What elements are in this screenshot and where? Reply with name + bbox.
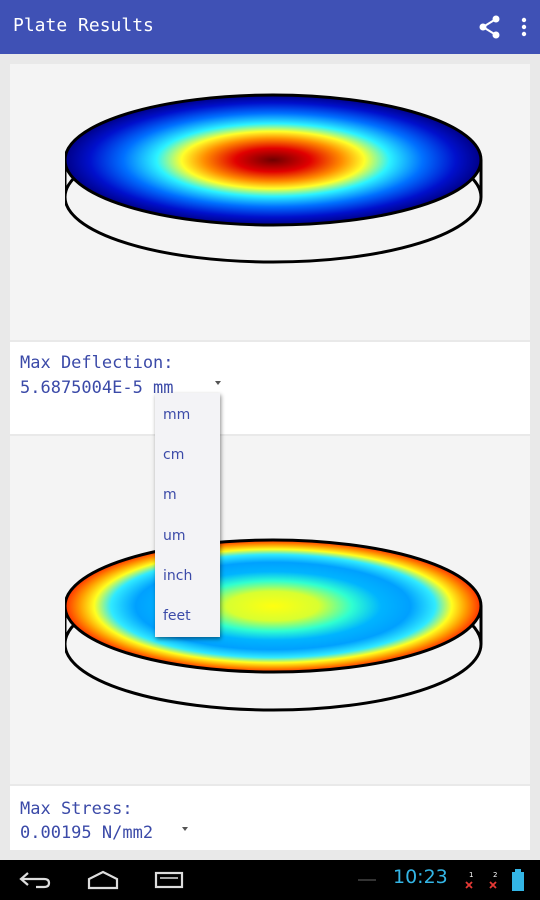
sim-1-no-signal-icon: 1 xyxy=(465,871,473,889)
unit-option-feet[interactable]: feet xyxy=(163,608,191,624)
max-deflection-label: Max Deflection: xyxy=(20,353,174,373)
share-icon[interactable] xyxy=(477,14,503,40)
deflection-plot-card xyxy=(10,64,530,340)
dropdown-caret-icon[interactable] xyxy=(182,827,188,831)
battery-icon xyxy=(512,869,524,891)
recent-apps-icon[interactable] xyxy=(152,870,186,890)
stress-result-card: Max Stress: 0.00195 N/mm2 xyxy=(10,786,530,850)
svg-text:2: 2 xyxy=(493,871,497,879)
max-stress-label: Max Stress: xyxy=(20,799,133,819)
home-icon[interactable] xyxy=(86,870,120,890)
unit-option-inch[interactable]: inch xyxy=(163,568,193,584)
app-bar: Plate Results xyxy=(0,0,540,54)
unit-option-cm[interactable]: cm xyxy=(163,447,185,463)
back-icon[interactable] xyxy=(18,870,52,890)
unit-dropdown-menu: mm cm m um inch feet xyxy=(155,393,220,637)
app-title: Plate Results xyxy=(13,15,154,36)
unit-option-um[interactable]: um xyxy=(163,528,186,544)
unit-option-m[interactable]: m xyxy=(163,487,177,503)
deflection-contour-plot xyxy=(65,93,483,264)
unit-option-mm[interactable]: mm xyxy=(163,407,191,423)
dropdown-caret-icon[interactable] xyxy=(215,381,221,385)
deflection-result-card: Max Deflection: 5.6875004E-5 mm xyxy=(10,342,530,434)
status-clock: 10:23 xyxy=(393,866,448,888)
max-deflection-value[interactable]: 5.6875004E-5 mm xyxy=(20,378,174,398)
svg-text:1: 1 xyxy=(469,871,473,879)
stress-contour-plot xyxy=(65,538,483,712)
system-navigation-bar: 10:23 1 2 xyxy=(0,860,540,900)
overflow-menu-icon[interactable] xyxy=(514,14,534,40)
max-stress-value[interactable]: 0.00195 N/mm2 xyxy=(20,823,154,843)
sim-2-no-signal-icon: 2 xyxy=(489,871,497,889)
stress-plot-card xyxy=(10,436,530,784)
status-divider xyxy=(358,879,376,881)
